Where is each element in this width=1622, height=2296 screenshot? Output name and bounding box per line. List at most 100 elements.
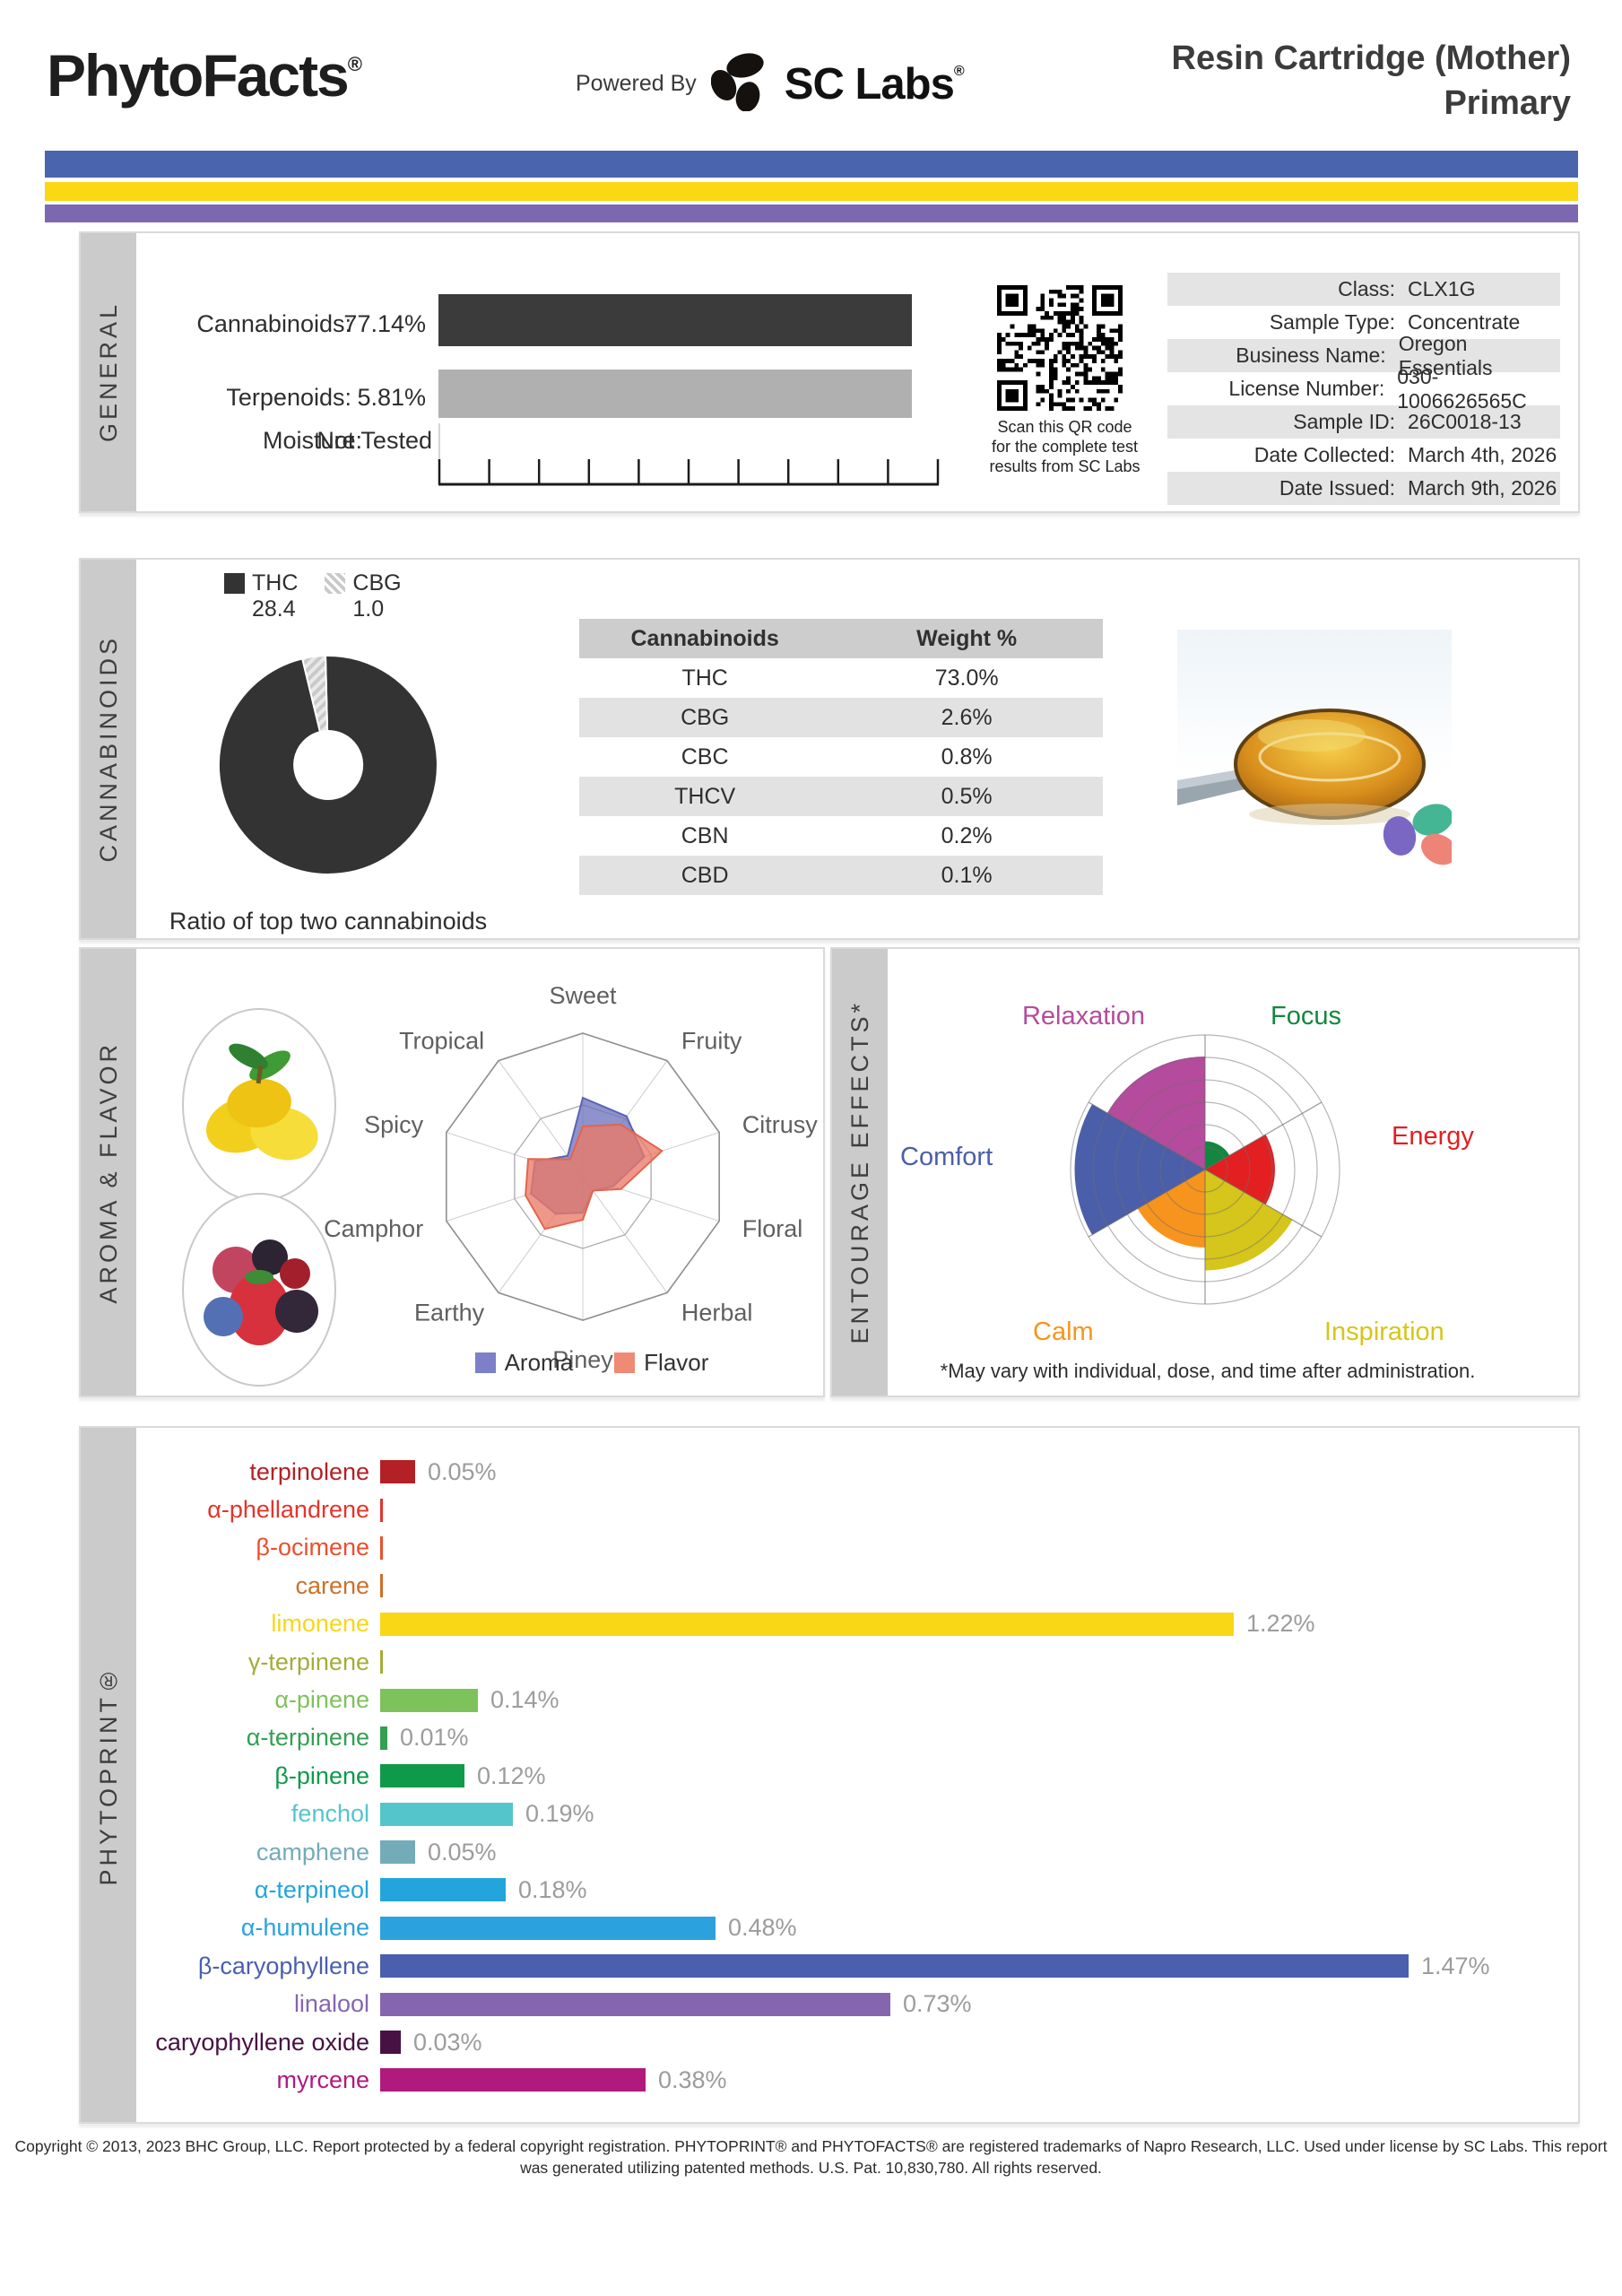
terpene-name: α-terpineol [254,1875,369,1903]
cannabinoids-table-header: Cannabinoids Weight % [579,619,1103,658]
cannabinoid-row: CBN 0.2% [579,816,1103,856]
section-label-entourage: ENTOURAGE EFFECTS* [832,949,888,1396]
copyright-line2: was generated utilizing patented methods… [520,2158,1102,2177]
terpene-name: fenchol [291,1800,369,1828]
entourage-label-calm: Calm [1033,1318,1094,1346]
terpene-row: carene [138,1567,1569,1605]
radar-legend-label: Aroma [504,1349,574,1376]
cannabinoid-name: THC [681,665,728,691]
terpene-name: β-ocimene [256,1534,369,1561]
terpene-row: linalool 0.73% [138,1985,1569,2022]
copyright-footer: Copyright © 2013, 2023 BHC Group, LLC. R… [0,2136,1622,2179]
terpene-pct: 0.05% [428,1838,497,1866]
terpene-bar [380,1954,1409,1979]
cannabinoid-ratio-donut-chart [217,654,438,875]
terpenoids-total-bar [438,370,912,418]
sclabs-logo-text: SC Labs® [784,59,965,109]
phytofacts-logo: PhytoFacts® [47,41,362,109]
terpene-row: caryophyllene oxide 0.03% [138,2023,1569,2061]
terpene-bar [380,1535,383,1560]
moisture-value: Not Tested [317,427,432,454]
terpene-pct: 0.03% [413,2028,482,2056]
radar-legend-label: Flavor [644,1349,709,1376]
qr-caption-line: results from SC Labs [989,457,1141,475]
info-row: Date Issued: March 9th, 2026 [1167,472,1560,505]
info-row-value: March 4th, 2026 [1408,443,1557,466]
cannabinoid-row: THCV 0.5% [579,777,1103,816]
terpene-pct: 1.47% [1421,1952,1490,1979]
terpenoids-total-value: 5.81% [357,384,426,411]
cannabinoid-pct: 73.0% [934,665,999,691]
terpene-name: β-pinene [274,1761,369,1789]
cannabinoid-row: CBC 0.8% [579,737,1103,777]
terpene-bar [380,1460,415,1484]
info-row-value: Concentrate [1408,310,1521,334]
info-row: Date Collected: March 4th, 2026 [1167,439,1560,472]
moisture-zero-line [438,423,440,470]
terpene-row: α-terpineol 0.18% [138,1871,1569,1909]
cannabinoids-table: Cannabinoids Weight % THC 73.0% CBG 2.6% CBC 0.… [579,619,1103,895]
entourage-effects-polar-chart: Focus Energy Inspiration Calm Comfort Relaxat… [900,1002,1474,1346]
terpene-row: β-caryophyllene 1.47% [138,1947,1569,1985]
terpene-name: caryophyllene oxide [155,2028,369,2056]
radar-axis-label: Tropical [399,1028,484,1055]
entourage-label-inspiration: Inspiration [1324,1318,1444,1346]
brand-text: PhytoFacts [47,42,350,109]
terpene-pct: 0.48% [728,1914,797,1942]
terpene-row: terpinolene 0.05% [138,1453,1569,1491]
radar-legend-item: Flavor [614,1349,708,1377]
radar-axis-label: Citrusy [742,1111,819,1138]
terpene-bar [380,1612,1234,1636]
terpene-name: β-caryophyllene [197,1952,369,1979]
terpene-pct: 0.18% [518,1875,587,1903]
terpene-row: myrcene 0.38% [138,2061,1569,2099]
entourage-wedge-calm [1137,1170,1205,1248]
terpene-pct: 0.38% [658,2066,727,2093]
aroma-flavor-radar-chart: Sweet Fruity Citrusy Floral Herbal Piney Earth… [324,982,819,1373]
entourage-wedge-energy [1205,1135,1275,1205]
terpene-bar [380,2031,401,2055]
terpene-row: α-phellandrene [138,1491,1569,1528]
terpene-row: β-ocimene [138,1529,1569,1567]
donut-legend-item: THC 28.4 [224,570,298,622]
entourage-wedge-inspiration [1205,1170,1293,1271]
section-entourage-effects: ENTOURAGE EFFECTS* Focus Energy Inspiratio… [830,947,1580,1397]
radar-axis-label: Camphor [324,1215,423,1242]
terpene-row: α-terpinene 0.01% [138,1719,1569,1757]
info-row-label: Business Name: [1236,344,1386,367]
section-phytoprint: PHYTOPRINT® terpinolene 0.05% α-phellandre… [79,1426,1580,2124]
donut-legend-value: 1.0 [352,596,385,622]
donut-slice-cbg [300,654,329,734]
lemon-image [182,1008,336,1202]
section-label-phytoprint-text: PHYTOPRINT® [94,1664,122,1886]
sample-info-table: Class: CLX1G Sample Type: Concentrate Busine… [1167,273,1560,505]
terpene-name: limonene [271,1610,369,1638]
entourage-note: *May vary with individual, dose, and tim… [940,1360,1476,1382]
section-label-phytoprint: PHYTOPRINT® [81,1428,136,2122]
donut-legend-name: THC [252,570,299,596]
info-row-value: Oregon Essentials [1398,331,1493,379]
qr-code [997,285,1132,415]
cannabinoids-total-label: Cannabinoids: [196,310,351,337]
terpene-pct: 0.14% [490,1686,559,1714]
sclabs-text: SC Labs [784,59,955,109]
entourage-wedge-comfort [1074,1104,1205,1235]
terpene-name: myrcene [276,2066,369,2093]
qr-caption: Scan this QR code for the complete test re… [977,418,1152,477]
terpene-name: camphene [256,1838,369,1866]
radar-axis-label: Piney [552,1346,613,1373]
cannabinoids-total-value: 77.14% [343,310,426,337]
terpene-name: α-humulene [240,1914,369,1942]
radar-axis-label: Fruity [681,1028,742,1055]
terpene-pct: 0.12% [477,1761,546,1789]
cannabinoid-row: CBD 0.1% [579,856,1103,895]
terpene-bar [380,1992,890,2016]
donut-legend-value: 28.4 [252,596,296,622]
radar-legend-swatch [474,1352,496,1373]
donut-legend-name: CBG [352,570,402,596]
donut-legend-swatch [325,573,346,594]
info-row-value: 26C0018-13 [1408,410,1522,433]
terpene-bar [380,1802,513,1826]
entourage-label-focus: Focus [1271,1002,1341,1031]
radar-legend: Aroma Flavor [377,1349,807,1377]
